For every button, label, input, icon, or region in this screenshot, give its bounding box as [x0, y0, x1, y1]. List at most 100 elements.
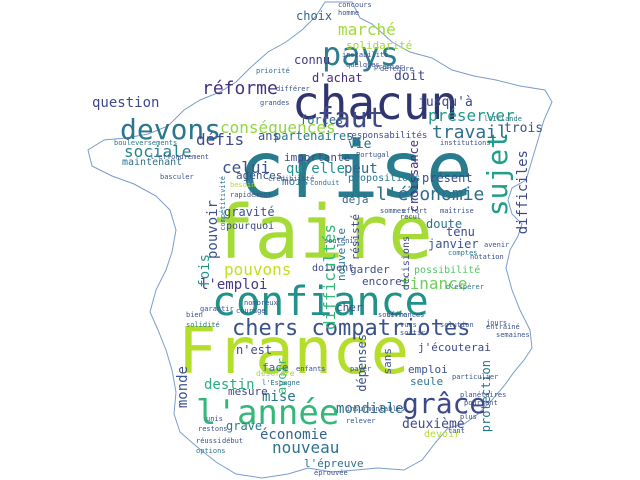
word-debut: début — [222, 437, 244, 445]
word-forces: forces — [300, 113, 344, 127]
word-economie: économie — [260, 427, 328, 443]
word-garder: garder — [350, 263, 390, 276]
word-cher: cher — [336, 301, 363, 314]
word-seule: seule — [410, 375, 444, 388]
word-partenaires: partenaires — [274, 129, 354, 143]
word-jusqua: jusqu'à — [418, 95, 473, 110]
word-instabilite: instabilité — [342, 51, 389, 59]
word-devoir: devoir — [424, 429, 461, 440]
word-mondiale: mondiale — [336, 401, 404, 417]
word-quelle: qu'elle — [286, 161, 346, 177]
word-sortir: sortir — [400, 329, 426, 337]
word-differer: différer — [276, 85, 310, 93]
word-conduit: conduit — [310, 179, 340, 187]
word-propositions: propositions — [348, 173, 421, 184]
word-bouleversements: bouleversements — [114, 139, 178, 147]
word-grace: grâce — [402, 387, 487, 420]
word-possibilite: possibilité — [414, 265, 481, 276]
word-dachat: d'achat — [312, 71, 363, 85]
word-chers-compatriotes: chers compatriotes — [232, 316, 471, 341]
word-deuxieme: deuxième — [402, 417, 465, 432]
word-souffrances: souffrances — [378, 311, 425, 319]
word-doit: doit — [394, 69, 426, 84]
word-options: options — [196, 447, 226, 455]
word-comptes: comptes — [448, 249, 478, 257]
word-maintenant: maintenant — [122, 157, 183, 168]
word-premier: premier — [374, 63, 404, 71]
word-agences: agences — [236, 169, 283, 182]
word-question: question — [92, 95, 160, 111]
word-avenir: avenir — [484, 241, 510, 249]
word-tenu: tenu — [446, 225, 475, 239]
word-lemploi: l'emploi — [200, 277, 268, 293]
word-jours: jours — [486, 319, 508, 327]
france-map-shape — [87, 1, 553, 479]
word-doute: doute — [426, 217, 463, 231]
word-marche: marché — [338, 20, 396, 39]
word-pourquoi: pourquoi — [226, 221, 275, 232]
word-defendre: défendre — [380, 65, 414, 73]
word-nest: n'est — [236, 343, 273, 357]
word-lepreuve: l'épreuve — [304, 457, 364, 470]
word-enfants: enfants — [296, 365, 326, 373]
word-faire: faire — [210, 190, 433, 276]
word-deja: déjà — [342, 193, 369, 206]
word-notation: notation — [470, 253, 504, 261]
word-mesure: mesure — [228, 385, 268, 398]
word-homme: homme — [338, 9, 360, 17]
word-soutenir: soutenir — [324, 237, 358, 245]
word-sociale: sociale — [124, 142, 192, 161]
word-grandes: grandes — [260, 99, 290, 107]
word-pouvons: pouvons — [224, 260, 292, 279]
word-lirlande: l'Irlande — [484, 115, 522, 123]
word-concours: concours — [338, 1, 372, 9]
word-defis: défis — [196, 130, 245, 149]
word-chacun: chacun — [292, 76, 459, 130]
word-solidite: solidité — [186, 321, 220, 329]
word-pouvoir: pouvoir — [205, 200, 221, 260]
word-gravite: gravité — [224, 205, 275, 219]
word-crise: crise — [238, 126, 473, 216]
word-particulier: particulier — [452, 373, 499, 381]
word-entraine: entraîné — [486, 323, 520, 331]
word-encore: encore — [362, 275, 402, 288]
word-connu: connu — [294, 53, 331, 67]
word-credibilite: crédibilité — [268, 175, 315, 183]
word-institutions: institutions — [440, 139, 491, 147]
word-consequences: conséquences — [220, 118, 336, 137]
word-nouveau: nouveau — [272, 438, 340, 457]
word-bien: bien — [186, 311, 203, 319]
word-reforme: réforme — [202, 78, 278, 99]
word-ans: ans — [258, 129, 280, 143]
word-leffondrement: l'effondrement — [150, 153, 210, 161]
word-finance: finance — [400, 274, 468, 293]
word-vues: vues — [400, 321, 417, 329]
word-quelques: quelques — [346, 61, 380, 69]
word-celui: celui — [222, 158, 271, 177]
word-vie: vie — [348, 137, 372, 152]
word-difficiles: difficiles — [515, 150, 531, 235]
word-pourtant: pourtant — [464, 399, 498, 407]
word-devons: devons — [120, 113, 222, 146]
word-choix: choix — [296, 9, 333, 23]
word-competitivite: compétitivité — [219, 176, 227, 231]
word-courage: courage — [236, 307, 266, 315]
word-peut: peut — [344, 161, 378, 177]
word-unis: unis — [206, 415, 223, 423]
word-desordre: désordre — [256, 369, 295, 378]
word-leconomie: l'économie — [376, 184, 485, 205]
word-travail: travail — [432, 122, 508, 143]
word-grave: grave — [226, 419, 263, 433]
word-lespagne: l'Espagne — [262, 379, 300, 387]
word-confiance: confiance — [212, 279, 429, 325]
word-sommes: sommes — [380, 207, 406, 215]
word-france: France — [178, 315, 410, 389]
word-fois: fois — [197, 254, 213, 288]
word-ferme: ferme — [386, 311, 408, 319]
word-besoin: besoin — [230, 181, 256, 189]
word-relever: relever — [346, 417, 376, 425]
word-solidarite: solidarité — [346, 39, 413, 52]
word-janvier: janvier — [428, 237, 479, 251]
word-recul: recul — [400, 213, 422, 221]
